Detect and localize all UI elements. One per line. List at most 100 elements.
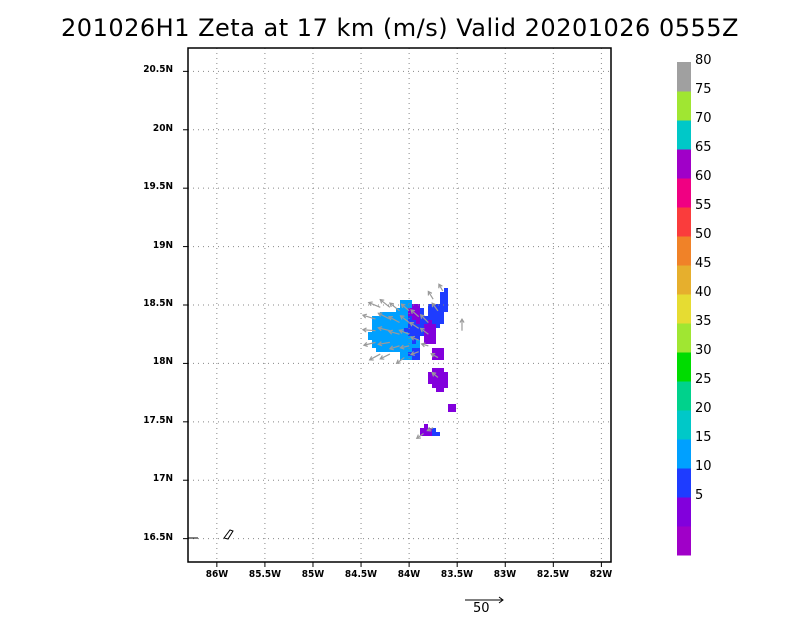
radar-cell <box>420 312 424 316</box>
radar-cell <box>440 320 444 324</box>
radar-cell <box>428 320 432 324</box>
colorbar-label: 75 <box>695 82 712 97</box>
radar-cell <box>440 292 444 296</box>
colorbar-segment <box>677 265 691 295</box>
radar-cell <box>400 356 404 360</box>
colorbar-label: 40 <box>695 285 712 300</box>
radar-cell <box>404 340 408 344</box>
radar-cell <box>436 372 440 376</box>
wind-vector-head <box>426 426 432 432</box>
radar-cell <box>404 324 408 328</box>
wind-vector-head <box>459 317 465 323</box>
radar-cell <box>416 324 420 328</box>
radar-cell <box>372 320 376 324</box>
radar-cell <box>376 336 380 340</box>
radar-cell <box>432 308 436 312</box>
radar-cell <box>440 312 444 316</box>
radar-cell <box>416 312 420 316</box>
wind-vector <box>427 291 434 300</box>
lat-tick-label: 18.5N <box>143 298 173 309</box>
radar-cell <box>396 324 400 328</box>
radar-cell <box>408 304 412 308</box>
radar-cell <box>444 292 448 296</box>
colorbar-segment <box>677 526 691 556</box>
wind-vector <box>416 433 424 439</box>
radar-cell <box>368 332 372 336</box>
colorbar-segment <box>677 207 691 237</box>
radar-cell <box>444 296 448 300</box>
colorbar-label: 80 <box>695 53 712 68</box>
radar-cell <box>404 356 408 360</box>
wind-vector <box>378 312 391 320</box>
wind-vector-head <box>388 345 394 351</box>
lat-tick-label: 16.5N <box>143 531 173 543</box>
radar-cell <box>388 320 392 324</box>
radar-cell <box>404 312 408 316</box>
radar-cell <box>416 348 420 352</box>
radar-cell <box>428 304 432 308</box>
colorbar-label: 70 <box>695 111 712 126</box>
lat-tick-label: 18N <box>152 356 173 368</box>
radar-cell <box>424 336 428 340</box>
radar-cell <box>436 384 440 388</box>
wind-vector <box>438 283 444 292</box>
radar-cell <box>416 328 420 332</box>
radar-cell <box>408 344 412 348</box>
radar-cell <box>436 380 440 384</box>
lon-tick-label: 86W <box>205 569 229 580</box>
radar-cell <box>408 356 412 360</box>
radar-cell <box>384 340 388 344</box>
wind-vector-head <box>399 344 405 350</box>
colorbar-label: 30 <box>695 343 712 358</box>
wind-vector-head <box>410 309 416 314</box>
wind-vector-head <box>379 298 385 304</box>
radar-cell <box>440 384 444 388</box>
wind-vector-head <box>377 326 383 332</box>
radar-cell <box>420 332 424 336</box>
radar-cell <box>416 344 420 348</box>
wind-vector-head <box>431 302 437 308</box>
colorbar-label: 10 <box>695 459 712 474</box>
colorbar-label: 50 <box>695 227 712 242</box>
wind-vector-head <box>367 301 373 307</box>
lon-tick-label: 83.5W <box>441 569 474 580</box>
radar-cell <box>428 376 432 380</box>
wind-vector-head <box>427 290 433 296</box>
radar-cell <box>400 340 404 344</box>
wind-vector-head <box>387 329 393 335</box>
radar-cell <box>440 372 444 376</box>
radar-cell <box>404 300 408 304</box>
radar-cell <box>440 356 444 360</box>
radar-cell <box>392 324 396 328</box>
lat-tick-label: 17.5N <box>143 414 173 426</box>
radar-cell <box>432 368 436 372</box>
wind-vector-head <box>368 356 374 361</box>
wind-vector <box>368 301 381 308</box>
radar-cell <box>380 348 384 352</box>
radar-cell <box>376 324 380 328</box>
wind-vector-head <box>409 321 415 327</box>
wind-vector-head <box>361 313 367 319</box>
radar-cell <box>412 328 416 332</box>
radar-cell <box>412 348 416 352</box>
radar-cell <box>404 336 408 340</box>
wind-vector-head <box>419 314 425 319</box>
radar-cell <box>424 332 428 336</box>
coastline <box>223 529 234 540</box>
radar-cell <box>380 324 384 328</box>
radar-cell <box>376 316 380 320</box>
radar-cell <box>440 388 444 392</box>
colorbar-label: 35 <box>695 314 712 329</box>
radar-cell <box>404 304 408 308</box>
colorbar-segment <box>677 381 691 411</box>
wind-vector-head <box>362 342 368 348</box>
wind-vector <box>400 315 410 323</box>
radar-cell <box>436 304 440 308</box>
wind-vector-head <box>388 302 394 308</box>
colorbar-label: 65 <box>695 140 712 155</box>
radar-cell <box>408 340 412 344</box>
radar-cell <box>396 328 400 332</box>
radar-cell <box>388 332 392 336</box>
radar-cell <box>368 336 372 340</box>
